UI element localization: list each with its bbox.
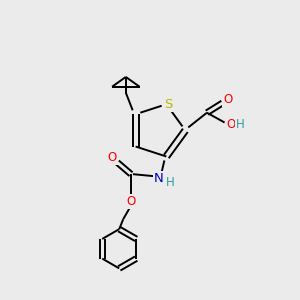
Text: S: S (164, 98, 172, 111)
Text: O: O (223, 93, 232, 106)
Text: O: O (126, 195, 136, 208)
Text: O: O (227, 118, 236, 131)
Text: N: N (154, 172, 164, 184)
Text: O: O (108, 151, 117, 164)
Text: H: H (166, 176, 175, 188)
Text: H: H (236, 118, 245, 131)
